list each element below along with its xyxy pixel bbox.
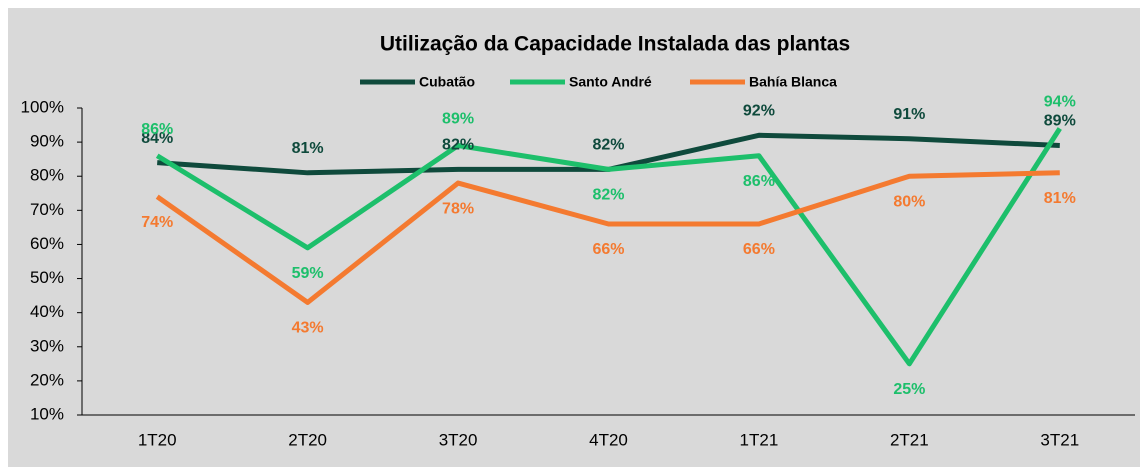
data-label: 43%	[292, 320, 324, 337]
x-tick-label: 4T20	[589, 430, 628, 449]
data-label: 74%	[141, 214, 173, 231]
data-label: 78%	[442, 200, 474, 217]
x-tick-label: 2T20	[288, 430, 327, 449]
x-tick-label: 2T21	[890, 430, 929, 449]
x-tick-label: 3T21	[1040, 430, 1079, 449]
series-line	[155, 127, 1062, 367]
x-tick-label: 1T21	[740, 430, 779, 449]
data-label: 81%	[292, 140, 324, 157]
x-tick-label: 1T20	[138, 430, 177, 449]
y-tick-label: 10%	[30, 404, 64, 423]
y-tick-label: 50%	[30, 268, 64, 287]
data-label: 25%	[893, 381, 925, 398]
y-tick-label: 80%	[30, 166, 64, 185]
y-tick-label: 40%	[30, 302, 64, 321]
data-label: 86%	[743, 173, 775, 190]
y-tick-label: 60%	[30, 234, 64, 253]
data-label: 59%	[292, 265, 324, 282]
legend-label: Cubatão	[419, 74, 475, 90]
y-tick-label: 90%	[30, 132, 64, 151]
y-tick-label: 30%	[30, 336, 64, 355]
data-label: 84%	[141, 130, 173, 147]
data-label: 91%	[893, 106, 925, 123]
data-label: 82%	[592, 137, 624, 154]
y-tick-label: 20%	[30, 370, 64, 389]
data-label: 81%	[1044, 190, 1076, 207]
data-label: 82%	[592, 187, 624, 204]
data-label: 80%	[893, 193, 925, 210]
y-tick-label: 100%	[21, 97, 64, 116]
data-label: 92%	[743, 103, 775, 120]
data-label: 89%	[1044, 113, 1076, 130]
y-tick-label: 70%	[30, 200, 64, 219]
legend-label: Santo André	[569, 74, 652, 90]
data-label: 86%	[141, 121, 173, 138]
data-label: 82%	[442, 137, 474, 154]
x-tick-label: 3T20	[439, 430, 478, 449]
data-label: 89%	[442, 111, 474, 128]
series-line	[155, 170, 1060, 305]
data-label: 66%	[592, 241, 624, 258]
legend-label: Bahía Blanca	[749, 74, 837, 90]
chart-title: Utilização da Capacidade Instalada das p…	[380, 33, 850, 56]
data-label: 94%	[1044, 94, 1076, 111]
data-label: 66%	[743, 241, 775, 258]
chart-background	[8, 8, 1140, 467]
